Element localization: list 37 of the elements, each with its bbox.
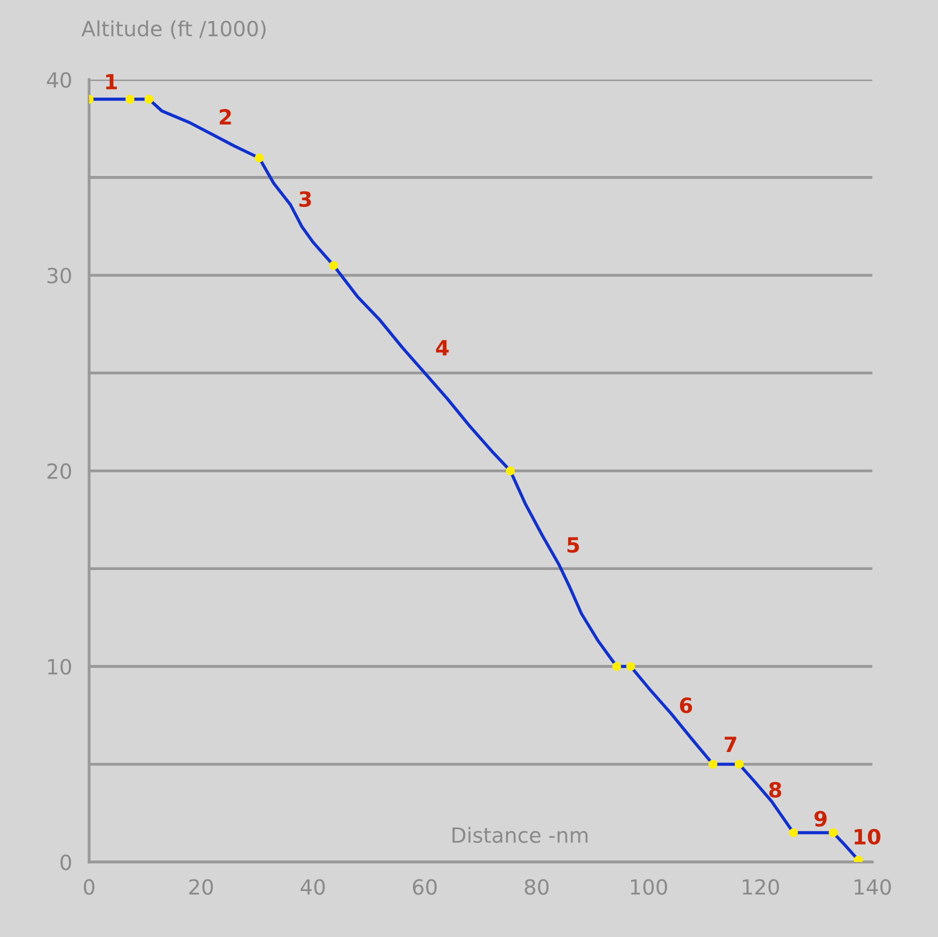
y-tick-label: 40	[46, 72, 72, 88]
annotation: 6	[680, 697, 692, 714]
y-tick-label: 20	[47, 463, 72, 480]
x-tick-label: 80	[524, 879, 549, 895]
point	[734, 760, 744, 769]
annotation: 10	[854, 828, 880, 845]
annotation: 4	[436, 340, 449, 356]
point	[144, 94, 154, 104]
x-tick-label: 100	[630, 879, 668, 895]
point	[506, 466, 515, 476]
annotation: 7	[724, 736, 736, 752]
point	[854, 856, 863, 862]
annotation: 8	[769, 782, 782, 798]
y-tick-label: 10	[48, 658, 72, 675]
point	[626, 662, 636, 671]
point	[254, 153, 264, 162]
x-tick-label: 120	[742, 879, 779, 895]
point	[708, 760, 718, 769]
annotation: 1	[106, 74, 117, 90]
x-tick-label: 20	[189, 879, 213, 895]
y-axis-title: Altitude (ft /1000)	[81, 20, 266, 39]
point	[125, 94, 134, 104]
x-tick-label: 0	[84, 879, 94, 895]
point	[329, 260, 338, 270]
x-tick-label: 60	[412, 879, 437, 895]
x-tick-label: 140	[854, 879, 891, 895]
y-tick-label: 0	[60, 854, 72, 870]
point	[788, 828, 798, 838]
annotation: 5	[568, 537, 579, 553]
annotation: 2	[220, 109, 231, 125]
annotation: 3	[299, 191, 311, 207]
point	[828, 828, 838, 838]
x-axis-title: Distance -nm	[452, 826, 588, 843]
point	[612, 662, 622, 671]
annotation: 9	[814, 810, 827, 827]
y-tick-label: 30	[48, 268, 72, 284]
x-tick-label: 40	[300, 879, 325, 895]
